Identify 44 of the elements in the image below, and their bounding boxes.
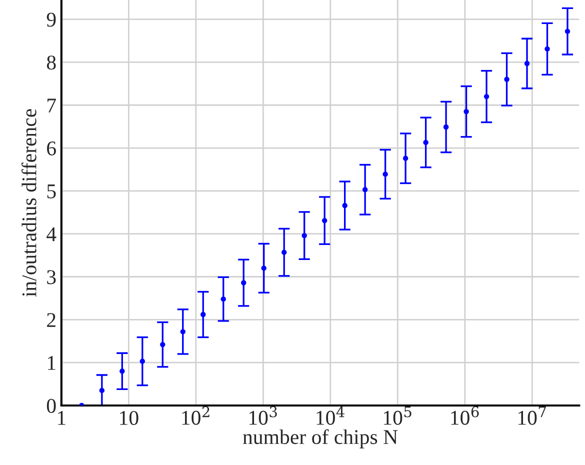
x-tick-label: 10$^{6}$ <box>451 406 479 425</box>
y-tick-label: 8 <box>46 56 56 70</box>
point <box>220 296 226 302</box>
y-tick-label: 2 <box>47 313 56 327</box>
point <box>241 280 246 286</box>
point <box>464 108 469 114</box>
x-tick-label: 10$^{7}$ <box>518 406 546 425</box>
x-tick-label: 10$^{5}$ <box>384 406 412 425</box>
point <box>362 187 368 192</box>
y-tick-label: 9 <box>46 12 56 27</box>
point <box>504 76 510 82</box>
point <box>200 312 206 318</box>
point <box>544 46 550 52</box>
point <box>382 172 388 177</box>
point <box>484 94 490 100</box>
point <box>443 124 449 130</box>
point <box>322 218 328 224</box>
x-tick-label: 10$^{4}$ <box>316 406 344 425</box>
point <box>524 60 530 66</box>
x-axis-title: number of chips N <box>242 429 398 448</box>
point <box>99 388 105 394</box>
x-tick-label: 1 <box>58 411 66 425</box>
y-tick-label: 7 <box>48 98 56 112</box>
point <box>120 368 125 374</box>
point <box>564 28 570 34</box>
point <box>302 232 307 238</box>
y-tick-label: 5 <box>47 184 56 198</box>
y-tick-label: 4 <box>46 227 56 242</box>
x-tick-label: 10$^{2}$ <box>182 406 210 425</box>
point <box>180 329 186 334</box>
y-tick-label: 1 <box>48 356 56 370</box>
x-tick-label: 10$^{3}$ <box>249 406 277 425</box>
y-tick-label: 6 <box>47 141 56 156</box>
point <box>342 202 348 208</box>
y-axis-title: in/outradius difference <box>21 109 36 297</box>
point <box>423 140 428 146</box>
y-tick-label: 0 <box>46 398 56 413</box>
point <box>160 342 166 348</box>
point <box>261 266 266 271</box>
point <box>282 250 287 255</box>
point <box>402 156 408 161</box>
x-tick-label: 10 <box>120 410 138 426</box>
y-tick-label: 3 <box>47 270 56 284</box>
point <box>140 358 145 364</box>
